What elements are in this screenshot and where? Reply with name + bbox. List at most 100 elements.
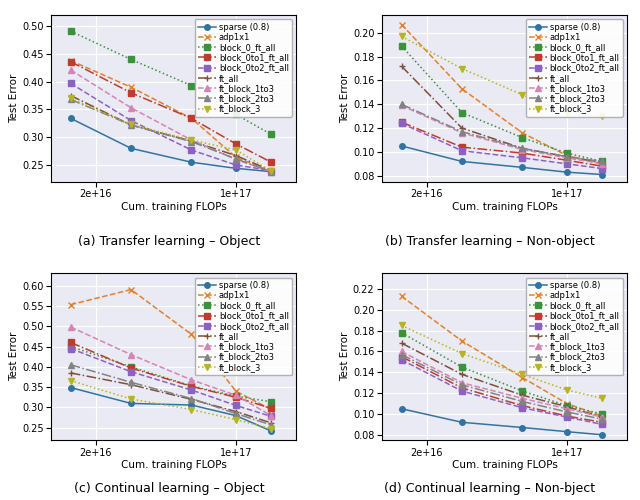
ft_all (563, 154, 571, 160)
ft_block_2to3 (563, 409, 571, 415)
ft_block_2to3 (127, 122, 135, 128)
Legend: sparse (0.8), adp1x1, block_0_ft_all, block_0to1_ft_all, block_0to2_ft_all, ft_a: sparse (0.8), adp1x1, block_0_ft_all, bl… (195, 19, 292, 117)
block_0_ft_all (397, 330, 405, 336)
sparse (0.8) (67, 384, 74, 390)
Line: ft_block_2to3: ft_block_2to3 (68, 96, 274, 174)
adp1x1 (268, 168, 275, 174)
sparse (0.8) (598, 172, 606, 177)
ft_block_3 (563, 387, 571, 393)
block_0to2_ft_all (232, 162, 240, 168)
ft_block_3 (268, 168, 275, 174)
sparse (0.8) (518, 164, 526, 170)
block_0to1_ft_all (563, 413, 571, 419)
block_0to2_ft_all (563, 161, 571, 167)
Line: block_0to1_ft_all: block_0to1_ft_all (399, 354, 605, 425)
ft_block_1to3 (67, 67, 74, 73)
ft_block_1to3 (268, 168, 275, 174)
ft_all (268, 168, 275, 173)
block_0to1_ft_all (563, 157, 571, 163)
Line: ft_block_1to3: ft_block_1to3 (68, 324, 274, 418)
ft_block_1to3 (598, 161, 606, 167)
adp1x1 (232, 388, 240, 394)
sparse (0.8) (232, 412, 240, 418)
ft_block_1to3 (397, 102, 405, 108)
block_0to2_ft_all (397, 357, 405, 363)
ft_block_1to3 (598, 414, 606, 420)
Text: (a) Transfer learning – Object: (a) Transfer learning – Object (79, 234, 260, 248)
Text: (c) Continual learning – Object: (c) Continual learning – Object (74, 482, 265, 495)
block_0_ft_all (127, 364, 135, 370)
block_0to2_ft_all (518, 155, 526, 161)
block_0to1_ft_all (397, 119, 405, 125)
block_0to1_ft_all (458, 385, 466, 391)
Line: sparse (0.8): sparse (0.8) (399, 143, 605, 178)
block_0to2_ft_all (268, 414, 275, 420)
ft_block_2to3 (598, 158, 606, 164)
block_0_ft_all (268, 399, 275, 405)
Line: block_0to2_ft_all: block_0to2_ft_all (68, 346, 274, 419)
ft_block_1to3 (127, 105, 135, 111)
Line: block_0_ft_all: block_0_ft_all (399, 43, 605, 164)
ft_block_3 (518, 92, 526, 98)
ft_block_3 (188, 137, 195, 143)
block_0_ft_all (518, 134, 526, 140)
Line: block_0to1_ft_all: block_0to1_ft_all (68, 59, 274, 165)
block_0_ft_all (598, 411, 606, 417)
ft_block_2to3 (518, 146, 526, 152)
adp1x1 (232, 154, 240, 160)
ft_block_2to3 (188, 138, 195, 144)
ft_block_3 (563, 110, 571, 116)
sparse (0.8) (397, 143, 405, 149)
sparse (0.8) (563, 169, 571, 175)
ft_all (518, 146, 526, 152)
ft_block_1to3 (458, 380, 466, 386)
sparse (0.8) (563, 428, 571, 434)
ft_all (518, 392, 526, 398)
block_0to2_ft_all (598, 166, 606, 172)
adp1x1 (563, 400, 571, 406)
X-axis label: Cum. training FLOPs: Cum. training FLOPs (121, 460, 227, 470)
Line: ft_block_1to3: ft_block_1to3 (68, 67, 274, 174)
block_0to1_ft_all (458, 144, 466, 150)
ft_all (67, 92, 74, 98)
Line: ft_block_3: ft_block_3 (399, 34, 605, 119)
block_0to2_ft_all (67, 346, 74, 352)
block_0to2_ft_all (518, 404, 526, 410)
Legend: sparse (0.8), adp1x1, block_0_ft_all, block_0to1_ft_all, block_0to2_ft_all, ft_a: sparse (0.8), adp1x1, block_0_ft_all, bl… (195, 278, 292, 375)
Y-axis label: Test Error: Test Error (340, 332, 350, 382)
block_0_ft_all (598, 158, 606, 164)
block_0to2_ft_all (232, 402, 240, 408)
ft_block_3 (232, 147, 240, 153)
ft_block_1to3 (232, 156, 240, 162)
sparse (0.8) (188, 402, 195, 408)
ft_all (232, 408, 240, 414)
ft_all (127, 122, 135, 128)
ft_all (397, 63, 405, 69)
block_0_ft_all (232, 112, 240, 117)
ft_block_2to3 (67, 362, 74, 368)
block_0_ft_all (127, 56, 135, 62)
Line: block_0to1_ft_all: block_0to1_ft_all (399, 120, 605, 169)
Text: (d) Continual learning – Non-bject: (d) Continual learning – Non-bject (384, 482, 595, 495)
block_0_ft_all (458, 364, 466, 370)
sparse (0.8) (232, 166, 240, 172)
block_0to1_ft_all (518, 402, 526, 408)
ft_block_2to3 (458, 382, 466, 388)
X-axis label: Cum. training FLOPs: Cum. training FLOPs (452, 202, 557, 212)
adp1x1 (518, 374, 526, 380)
block_0_ft_all (563, 150, 571, 156)
block_0_ft_all (67, 28, 74, 34)
ft_block_1to3 (563, 406, 571, 412)
ft_block_3 (458, 66, 466, 71)
Line: adp1x1: adp1x1 (68, 58, 274, 174)
block_0_ft_all (563, 402, 571, 408)
ft_block_2to3 (232, 156, 240, 162)
adp1x1 (67, 302, 74, 308)
block_0_ft_all (188, 82, 195, 88)
ft_block_1to3 (67, 324, 74, 330)
adp1x1 (188, 332, 195, 338)
block_0to2_ft_all (127, 118, 135, 124)
Line: ft_block_1to3: ft_block_1to3 (399, 102, 605, 166)
X-axis label: Cum. training FLOPs: Cum. training FLOPs (121, 202, 227, 212)
ft_block_3 (598, 113, 606, 119)
